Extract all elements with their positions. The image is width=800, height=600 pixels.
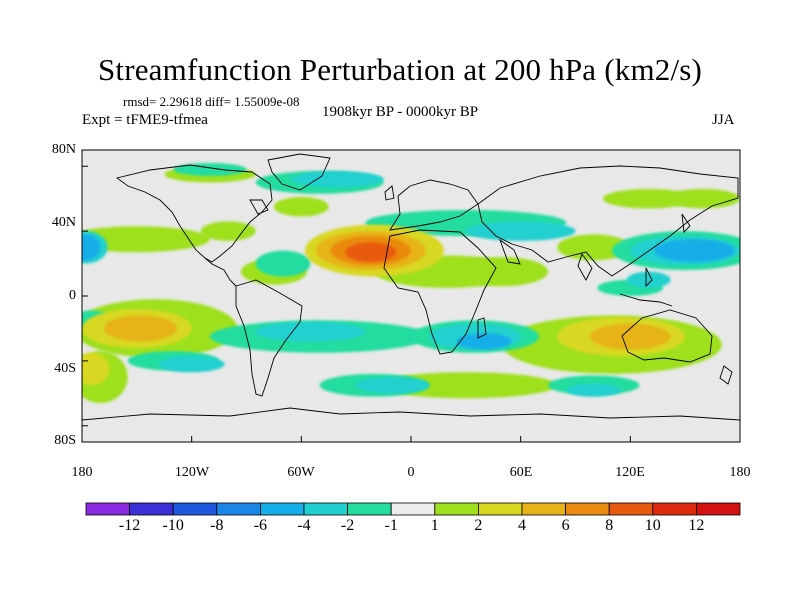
lat-tick-label: 40S <box>54 361 76 376</box>
colorbar-swatch <box>696 502 741 516</box>
lon-tick-label: 180 <box>71 465 93 480</box>
lon-tick-label: 120E <box>615 465 645 480</box>
colorbar-label: 1 <box>430 517 439 534</box>
negative-anomaly-region <box>626 271 671 288</box>
positive-anomaly-region <box>103 315 178 342</box>
lon-tick-label: 60W <box>287 465 315 480</box>
colorbar-swatch <box>521 502 566 516</box>
colorbar-label: 12 <box>688 517 705 534</box>
negative-anomaly-region <box>292 171 384 188</box>
negative-anomaly-region <box>465 221 576 241</box>
lat-tick-label: 0 <box>69 288 76 303</box>
colorbar-label: -4 <box>297 517 311 534</box>
positive-anomaly-region <box>374 372 558 399</box>
negative-anomaly-region <box>173 162 247 176</box>
colorbar-label: -2 <box>340 517 355 534</box>
negative-anomaly-region <box>456 333 512 350</box>
colorbar-swatch <box>608 502 654 516</box>
colorbar-label: -8 <box>210 517 224 534</box>
chart-title: Streamfunction Perturbation at 200 hPa (… <box>97 52 703 87</box>
colorbar-label: -12 <box>118 517 141 534</box>
negative-anomaly-region <box>566 383 622 397</box>
axis-ticks <box>81 165 741 442</box>
colorbar-label: 2 <box>474 517 483 534</box>
colorbar-swatch <box>652 502 697 516</box>
lon-tick-label: 120W <box>174 465 210 480</box>
positive-anomaly-region <box>666 188 740 209</box>
colorbar-swatch <box>565 502 610 516</box>
negative-anomaly-region <box>356 377 430 394</box>
period-label: 1908kyr BP - 0000kyr BP <box>322 104 479 120</box>
colorbar-swatch <box>477 502 523 516</box>
negative-anomaly-region <box>654 239 735 262</box>
lat-tick-label: 40N <box>51 215 76 230</box>
positive-anomaly-region <box>82 226 210 253</box>
colorbar-swatch <box>216 502 261 516</box>
positive-anomaly-region <box>273 197 329 217</box>
colorbar-swatch <box>347 502 392 516</box>
lat-tick-label: 80N <box>51 142 76 157</box>
negative-anomaly-region <box>255 250 311 277</box>
colorbar-swatch <box>85 502 130 516</box>
coastlines <box>82 153 740 421</box>
positive-anomaly-region <box>82 352 110 386</box>
colorbar <box>85 502 741 516</box>
lon-tick-label: 0 <box>407 465 415 480</box>
colorbar-swatch <box>172 502 218 516</box>
negative-anomaly-region <box>158 356 225 373</box>
colorbar-label: 6 <box>561 517 570 534</box>
experiment-label: Expt = tFME9-tfmea <box>82 112 208 128</box>
colorbar-label: -6 <box>253 517 268 534</box>
colorbar-swatch <box>303 502 348 516</box>
positive-anomaly-region <box>200 221 256 241</box>
field-contours <box>82 162 740 404</box>
positive-anomaly-region <box>590 323 671 350</box>
positive-anomaly-region <box>557 234 631 261</box>
colorbar-swatch <box>129 502 174 516</box>
colorbar-label: -10 <box>162 517 184 534</box>
lon-tick-label: 60E <box>509 465 533 480</box>
negative-anomaly-region <box>255 321 366 342</box>
colorbar-swatch <box>434 502 479 516</box>
lat-tick-label: 80S <box>54 433 76 448</box>
colorbar-label: 10 <box>644 517 661 534</box>
colorbar-swatch <box>259 502 305 516</box>
negative-anomaly-region <box>82 234 101 261</box>
colorbar-label: 8 <box>605 517 614 534</box>
stats-text: rmsd= 2.29618 diff= 1.55009e-08 <box>123 94 300 109</box>
colorbar-label: -1 <box>384 517 398 534</box>
season-label: JJA <box>712 112 735 128</box>
colorbar-label: 4 <box>518 517 526 534</box>
positive-anomaly-region <box>345 242 397 262</box>
positive-anomaly-region <box>602 188 695 209</box>
lon-tick-label: 180 <box>729 465 751 480</box>
colorbar-swatch <box>390 502 436 516</box>
